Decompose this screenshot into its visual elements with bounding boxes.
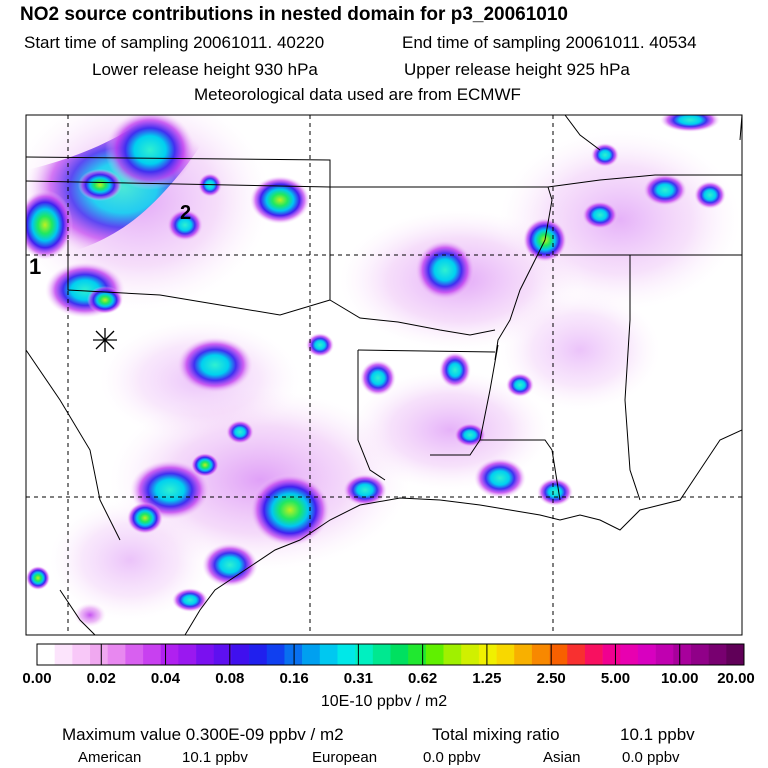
color-scale-swatch [54, 644, 73, 665]
color-scale-tick-label: 0.02 [86, 670, 116, 687]
color-scale-swatch [531, 644, 550, 665]
total-mixing-ratio-label: Total mixing ratio [432, 725, 560, 744]
color-scale-swatch [284, 644, 303, 665]
color-scale-swatch [143, 644, 162, 665]
asian-value: 0.0 ppbv [622, 749, 680, 766]
color-scale-swatch [213, 644, 232, 665]
color-scale-tick-label: 5.00 [600, 670, 631, 687]
asian-label: Asian [543, 749, 581, 766]
marker-1: 1 [29, 254, 41, 279]
color-scale-swatch [266, 644, 285, 665]
color-scale-tick-label: 0.08 [215, 670, 245, 687]
map-frame [25, 114, 743, 636]
color-scale-swatch [302, 644, 321, 665]
color-scale-swatch [337, 644, 356, 665]
coastline [184, 429, 742, 635]
color-scale-tick-label: 0.62 [408, 670, 438, 687]
color-scale-swatch [408, 644, 427, 665]
color-scale-swatch [196, 644, 215, 665]
total-mixing-ratio-value: 10.1 ppbv [620, 725, 695, 744]
color-scale-tick-label: 0.31 [343, 670, 373, 687]
color-scale-swatch [160, 644, 179, 665]
color-scale-swatch [372, 644, 391, 665]
legend-units: 10E-10 ppbv / m2 [320, 693, 448, 710]
color-scale-swatch [249, 644, 268, 665]
color-scale-swatch [425, 644, 444, 665]
color-scale-tick-label: 20.00 [717, 670, 755, 687]
european-value: 0.0 ppbv [423, 749, 481, 766]
lat-lon-grid [26, 115, 742, 635]
concentration-field [26, 115, 740, 627]
receptor-star-marker [93, 328, 117, 352]
color-scale-swatch [690, 644, 709, 665]
color-scale-swatch [637, 644, 656, 665]
color-scale-swatch [107, 644, 126, 665]
color-scale-swatch [567, 644, 586, 665]
map-title: NO2 source contributions in nested domai… [20, 4, 568, 25]
color-scale-swatch [726, 644, 745, 665]
met-data-label: Meteorological data used are from ECMWF [194, 85, 521, 104]
color-scale-swatch [319, 644, 338, 665]
american-label: American [78, 749, 142, 766]
color-scale-swatch [72, 644, 91, 665]
end-time-label: End time of sampling 20061011. 40534 [402, 33, 697, 52]
color-scale-tick-label: 10.00 [660, 670, 699, 687]
color-scale-tick-label: 0.16 [279, 670, 309, 687]
color-scale-swatch [37, 644, 55, 665]
color-scale-swatch [443, 644, 462, 665]
color-scale-swatch [231, 644, 250, 665]
color-scale-swatch [602, 644, 621, 665]
upper-height-label: Upper release height 925 hPa [404, 60, 630, 79]
color-scale-swatch [584, 644, 603, 665]
color-scale-swatch [178, 644, 197, 665]
european-label: European [312, 749, 378, 766]
color-scale-swatch [549, 644, 568, 665]
color-scale-tick-label: 1.25 [472, 670, 502, 687]
color-scale-swatch [496, 644, 515, 665]
color-scale-tick-label: 0.00 [22, 670, 52, 687]
color-scale-swatch [708, 644, 727, 665]
american-value: 10.1 ppbv [182, 749, 248, 766]
color-scale-swatch [514, 644, 533, 665]
max-value-label: Maximum value 0.300E-09 ppbv / m2 [62, 725, 344, 744]
color-scale-swatch [461, 644, 480, 665]
start-time-label: Start time of sampling 20061011. 40220 [24, 33, 325, 52]
color-scale-tick-label: 0.04 [150, 670, 181, 687]
color-scale-swatch [390, 644, 409, 665]
color-scale-tick-label: 2.50 [536, 670, 566, 687]
color-scale-swatch [673, 644, 692, 665]
color-scale-swatch [620, 644, 639, 665]
color-scale-swatch [125, 644, 144, 665]
color-scale-swatch [655, 644, 674, 665]
color-scale-bar [36, 643, 745, 666]
color-scale-swatch [478, 644, 497, 665]
lower-height-label: Lower release height 930 hPa [92, 60, 318, 79]
color-scale-swatch [90, 644, 109, 665]
color-scale-swatch [355, 644, 374, 665]
marker-2: 2 [180, 202, 191, 224]
